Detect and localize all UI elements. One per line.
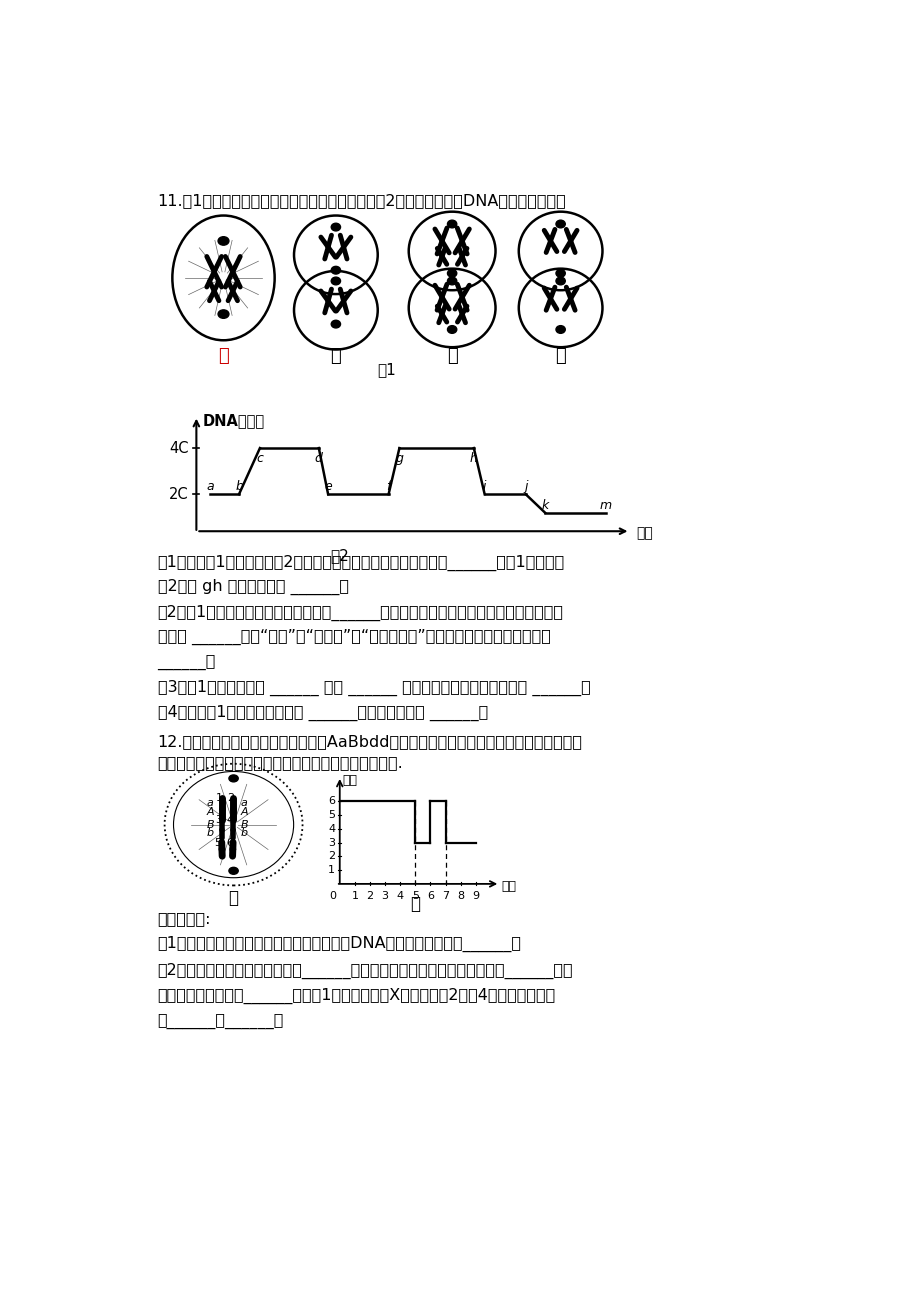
Text: 0: 0 bbox=[329, 891, 336, 901]
Text: 7: 7 bbox=[441, 891, 448, 901]
Text: 3: 3 bbox=[381, 891, 388, 901]
Text: a: a bbox=[207, 798, 213, 809]
Text: 时间: 时间 bbox=[501, 880, 516, 893]
Text: 体基因示意图和配子形成时细胞中染色体数量变化曲线图.: 体基因示意图和配子形成时细胞中染色体数量变化曲线图. bbox=[157, 755, 403, 771]
Text: b: b bbox=[241, 828, 248, 838]
Text: （2）图甲所示细胞所处的时期是______，其分裂完成产生的子细胞的名称为______．该: （2）图甲所示细胞所处的时期是______，其分裂完成产生的子细胞的名称为___… bbox=[157, 963, 573, 979]
Text: 的基因 ______（填“相同”、“不相同”或“不一定相同”），该互换导致染色单体上的: 的基因 ______（填“相同”、“不相同”或“不一定相同”），该互换导致染色单… bbox=[157, 629, 550, 646]
Text: 6: 6 bbox=[328, 797, 335, 806]
Text: （2）图1的细胞中含有同源染色体的有______，丁细胞中染色体的互换区段内同一位点上: （2）图1的细胞中含有同源染色体的有______，丁细胞中染色体的互换区段内同一… bbox=[157, 605, 563, 621]
Text: 乙: 乙 bbox=[410, 896, 420, 914]
Ellipse shape bbox=[447, 270, 456, 277]
Ellipse shape bbox=[555, 326, 564, 333]
Text: （1）依据图乙，写出该种生物细胞分裂时，DNA数目的变化规律：______．: （1）依据图乙，写出该种生物细胞分裂时，DNA数目的变化规律：______． bbox=[157, 935, 521, 952]
Text: g: g bbox=[395, 452, 403, 465]
Text: 甲: 甲 bbox=[228, 889, 238, 907]
Text: 5: 5 bbox=[214, 838, 221, 848]
Text: 2: 2 bbox=[327, 852, 335, 862]
Text: 条数: 条数 bbox=[343, 773, 357, 786]
Text: 图2: 图2 bbox=[330, 548, 348, 564]
Text: b: b bbox=[207, 828, 213, 838]
Text: （3）图1中乙细胞处于 ______ 分裂 ______ 期，分裂后产生的子细胞称为 ______．: （3）图1中乙细胞处于 ______ 分裂 ______ 期，分裂后产生的子细胞… bbox=[157, 680, 590, 697]
Text: 4: 4 bbox=[227, 815, 233, 825]
Text: 图2曲线 gh 过程的图象为 ______．: 图2曲线 gh 过程的图象为 ______． bbox=[157, 579, 348, 595]
Text: m: m bbox=[599, 499, 611, 512]
Ellipse shape bbox=[218, 310, 229, 318]
Text: 2: 2 bbox=[366, 891, 373, 901]
Text: 3: 3 bbox=[328, 837, 335, 848]
Text: （1）若将图1中的图象按图2的分裂顺序排列，则其正确的顺序为______，图1中发生在: （1）若将图1中的图象按图2的分裂顺序排列，则其正确的顺序为______，图1中… bbox=[157, 555, 564, 572]
Text: f: f bbox=[386, 480, 391, 493]
Ellipse shape bbox=[447, 277, 456, 285]
Text: h: h bbox=[470, 452, 477, 465]
Ellipse shape bbox=[229, 867, 238, 874]
Ellipse shape bbox=[229, 775, 238, 783]
Text: A: A bbox=[206, 807, 214, 818]
Text: A: A bbox=[241, 807, 248, 818]
Text: 3: 3 bbox=[215, 815, 222, 825]
Text: j: j bbox=[524, 480, 527, 493]
Text: 5: 5 bbox=[328, 810, 335, 820]
Ellipse shape bbox=[555, 270, 564, 277]
Text: B: B bbox=[206, 820, 214, 831]
Text: 做______、______．: 做______、______． bbox=[157, 1014, 284, 1029]
Text: B: B bbox=[241, 820, 248, 831]
Ellipse shape bbox=[447, 220, 456, 228]
Text: i: i bbox=[482, 480, 486, 493]
Text: c: c bbox=[256, 452, 263, 465]
Text: ______．: ______． bbox=[157, 655, 216, 671]
Text: 1: 1 bbox=[328, 865, 335, 875]
Text: 6: 6 bbox=[426, 891, 434, 901]
Text: 1: 1 bbox=[351, 891, 358, 901]
Text: 请据图回答:: 请据图回答: bbox=[157, 911, 210, 926]
Text: （4）依据图1图象判断该器官为 ______，判断的理由是 ______．: （4）依据图1图象判断该器官为 ______，判断的理由是 ______． bbox=[157, 704, 487, 721]
Text: d: d bbox=[314, 452, 323, 465]
Text: 时间: 时间 bbox=[636, 526, 652, 540]
Ellipse shape bbox=[331, 267, 340, 273]
Text: DNA分子数: DNA分子数 bbox=[202, 414, 265, 428]
Text: 细胞中含同源染色体______对．若1号染色体表示X染色体，则2号和4号染色体分别叫: 细胞中含同源染色体______对．若1号染色体表示X染色体，则2号和4号染色体分… bbox=[157, 988, 555, 1004]
Ellipse shape bbox=[331, 223, 340, 230]
Text: e: e bbox=[323, 480, 332, 493]
Text: 4: 4 bbox=[396, 891, 403, 901]
Ellipse shape bbox=[555, 220, 564, 228]
Text: 1: 1 bbox=[215, 793, 222, 802]
Ellipse shape bbox=[331, 277, 340, 285]
Text: 9: 9 bbox=[471, 891, 479, 901]
Text: 4C: 4C bbox=[169, 440, 188, 456]
Text: 4: 4 bbox=[327, 824, 335, 833]
Text: a: a bbox=[206, 480, 214, 493]
Text: b: b bbox=[235, 480, 243, 493]
Text: 丙: 丙 bbox=[447, 348, 457, 365]
Text: 乙: 乙 bbox=[330, 348, 341, 365]
Text: 5: 5 bbox=[412, 891, 418, 901]
Text: 图1: 图1 bbox=[377, 362, 395, 378]
Text: 11.图1为某二倍体哺乳动物某器官细胞分裂图，图2为不同时期核中DNA含量变化曲线。: 11.图1为某二倍体哺乳动物某器官细胞分裂图，图2为不同时期核中DNA含量变化曲… bbox=[157, 193, 566, 208]
Ellipse shape bbox=[447, 326, 456, 333]
Text: 12.如图甲、乙分别表示某基因组成为AaBbdd的雌性高等动物细胞分裂过程中某时期的染色: 12.如图甲、乙分别表示某基因组成为AaBbdd的雌性高等动物细胞分裂过程中某时… bbox=[157, 734, 582, 749]
Ellipse shape bbox=[555, 277, 564, 285]
Ellipse shape bbox=[331, 320, 340, 328]
Text: 6: 6 bbox=[226, 838, 233, 848]
Text: 丁: 丁 bbox=[555, 348, 565, 365]
Text: a: a bbox=[241, 798, 247, 809]
Text: 甲: 甲 bbox=[218, 348, 229, 365]
Text: 8: 8 bbox=[457, 891, 464, 901]
Text: 2C: 2C bbox=[169, 487, 188, 501]
Text: 2: 2 bbox=[227, 793, 233, 802]
Text: k: k bbox=[541, 499, 548, 512]
Ellipse shape bbox=[218, 237, 229, 245]
